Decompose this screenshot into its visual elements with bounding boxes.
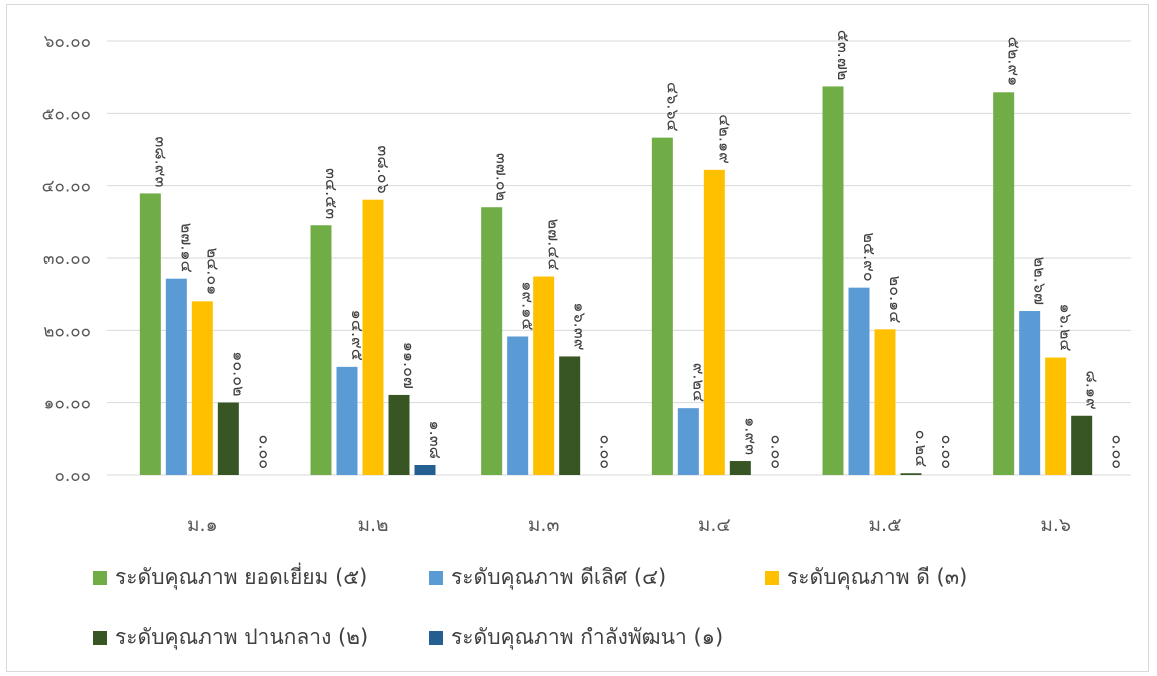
- bar-4-3: [559, 356, 581, 475]
- data-label: ๐.๒๔: [912, 430, 931, 468]
- legend-item: ระดับคุณภาพ ปานกลาง (๒): [93, 621, 368, 654]
- legend-swatch: [93, 630, 107, 645]
- x-category-label: ม.๑: [187, 514, 218, 536]
- y-tick-label: ๑๐.๐๐: [44, 394, 91, 414]
- data-label: ๓๘.๙๓: [151, 136, 170, 187]
- legend-item: ระดับคุณภาพ ยอดเยี่ยม (๕): [93, 561, 367, 594]
- x-category-label: ม.๖: [1040, 514, 1071, 536]
- bar-4-6: [1071, 415, 1093, 475]
- data-label: ๑.๙๓: [741, 417, 760, 455]
- bar-5-2: [414, 465, 436, 475]
- data-label: ๐.๐๐: [255, 435, 274, 469]
- bar-1-6: [993, 92, 1015, 475]
- data-label: ๐.๐๐: [1109, 435, 1128, 469]
- bar-1-2: [310, 225, 332, 475]
- bar-3-2: [362, 199, 384, 475]
- data-label: ๒๗.๑๔: [177, 223, 196, 273]
- legend-swatch: [93, 570, 107, 585]
- legend-label: ระดับคุณภาพ ยอดเยี่ยม (๕): [115, 565, 368, 589]
- legend-item: ระดับคุณภาพ ดีเลิศ (๔): [429, 561, 666, 594]
- bar-1-3: [481, 207, 503, 476]
- data-label: ๒๐.๑๔: [886, 276, 905, 324]
- bar-3-5: [874, 329, 896, 475]
- data-label: ๘.๑๙: [1083, 370, 1102, 409]
- bar-1-4: [651, 137, 673, 475]
- y-tick-label: ๕๐.๐๐: [42, 104, 91, 124]
- legend-item: ระดับคุณภาพ กำลังพัฒนา (๑): [429, 621, 723, 654]
- legend-label: ระดับคุณภาพ ดีเลิศ (๔): [451, 565, 667, 589]
- bar-1-1: [139, 193, 161, 476]
- y-tick-label: ๓๐.๐๐: [43, 249, 91, 269]
- data-label: ๔๖.๖๔: [663, 82, 682, 132]
- data-label: ๒๕.๙๐: [860, 232, 879, 281]
- data-label: ๑.๓๘: [426, 420, 445, 459]
- bar-2-6: [1019, 311, 1041, 475]
- data-label: ๙.๒๔: [689, 363, 708, 402]
- legend-label: ระดับคุณภาพ ปานกลาง (๒): [115, 625, 369, 649]
- bar-4-1: [217, 402, 239, 475]
- bar-3-3: [533, 276, 555, 475]
- legend-swatch: [429, 570, 443, 585]
- data-label: ๑๔.๙๕: [348, 310, 367, 361]
- bar-4-4: [729, 461, 751, 475]
- bar-2-3: [507, 336, 529, 475]
- data-label: ๕๒.๙๑: [1005, 37, 1024, 87]
- data-label: ๑๐.๐๒: [229, 351, 248, 396]
- bar-chart: ๐.๐๐ ๑๐.๐๐ ๒๐.๐๐ ๓๐.๐๐ ๔๐.๐๐ ๕๐.๐๐ ๖๐.๐๐๓๘.๙๓๒…: [42, 30, 1131, 536]
- data-label: ๒๔.๐๑: [203, 248, 222, 296]
- data-label: ๓๘.๐๖: [374, 145, 393, 193]
- x-category-label: ม.๓: [528, 514, 560, 536]
- bar-2-2: [336, 366, 358, 475]
- data-label: ๑๖.๓๙: [571, 302, 590, 350]
- x-category-label: ม.๒: [357, 514, 388, 536]
- bar-2-5: [848, 287, 870, 475]
- bar-3-6: [1045, 357, 1067, 475]
- data-label: ๐.๐๐: [938, 435, 957, 469]
- legend-label: ระดับคุณภาพ กำลังพัฒนา (๑): [451, 625, 724, 649]
- data-label: ๒๗.๔๔: [545, 219, 564, 271]
- legend-swatch: [429, 630, 443, 645]
- x-category-label: ม.๔: [698, 514, 731, 536]
- data-label: ๔๒.๑๙: [715, 114, 734, 164]
- bar-4-5: [900, 473, 922, 475]
- bar-2-4: [677, 408, 699, 475]
- data-label: ๑๖.๒๔: [1057, 303, 1076, 351]
- bar-1-5: [822, 86, 844, 476]
- bar-4-2: [388, 394, 410, 475]
- legend-label: ระดับคุณภาพ ดี (๓): [787, 565, 968, 589]
- data-label: ๑๑.๐๗: [400, 342, 419, 389]
- y-tick-label: ๖๐.๐๐: [44, 32, 91, 52]
- y-tick-label: ๔๐.๐๐: [42, 177, 91, 197]
- bar-3-4: [703, 169, 725, 475]
- bar-2-1: [165, 278, 187, 475]
- x-category-label: ม.๕: [869, 514, 902, 536]
- data-label: ๒๒.๖๗: [1031, 257, 1050, 305]
- data-label: ๑๙.๑๕: [519, 281, 538, 330]
- y-tick-label: ๒๐.๐๐: [43, 321, 91, 341]
- data-label: ๓๗.๐๒: [493, 153, 512, 201]
- y-tick-label: ๐.๐๐: [54, 466, 91, 486]
- chart-frame: ๐.๐๐ ๑๐.๐๐ ๒๐.๐๐ ๓๐.๐๐ ๔๐.๐๐ ๕๐.๐๐ ๖๐.๐๐๓๘.๙๓๒…: [6, 4, 1149, 672]
- data-label: ๐.๐๐: [767, 435, 786, 469]
- data-label: ๕๓.๗๒: [834, 30, 853, 81]
- bar-3-1: [191, 301, 213, 475]
- data-label: ๓๔.๕๓: [322, 168, 341, 219]
- legend-item: ระดับคุณภาพ ดี (๓): [765, 561, 967, 594]
- data-label: ๐.๐๐: [597, 435, 616, 469]
- legend-swatch: [765, 570, 779, 585]
